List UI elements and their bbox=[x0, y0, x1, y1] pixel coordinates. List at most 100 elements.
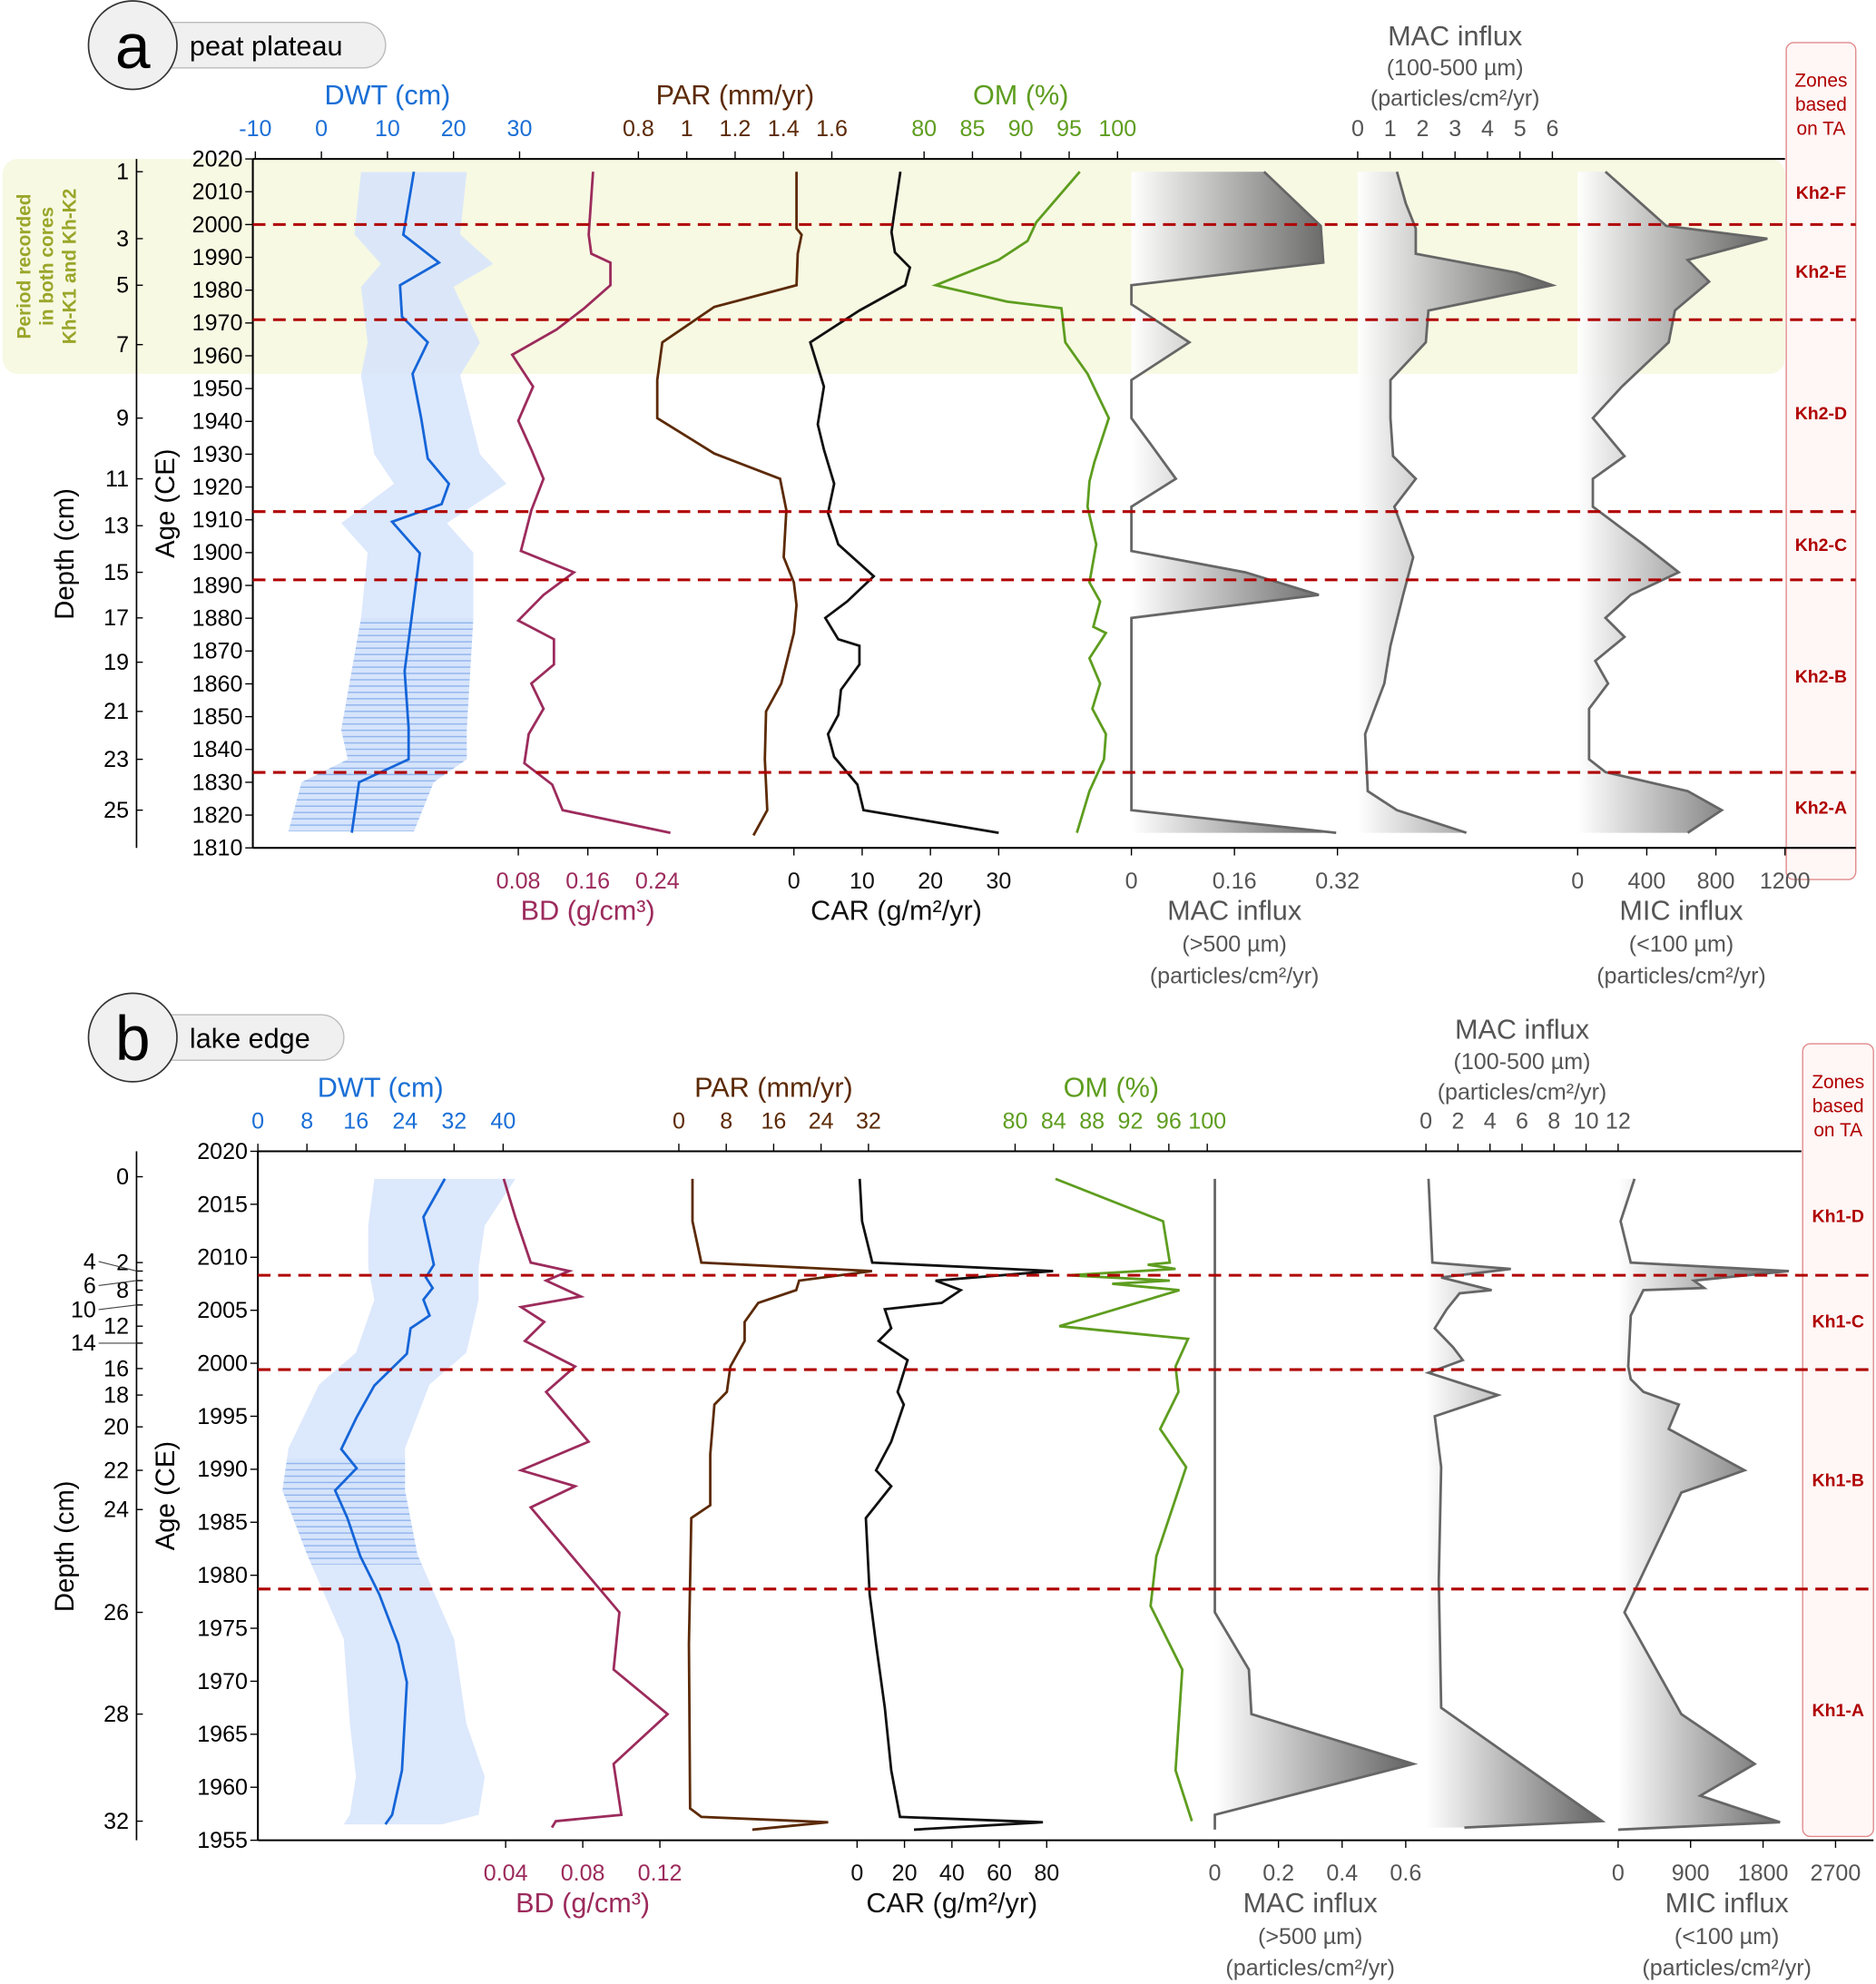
par-axis-title: PAR (mm/yr) bbox=[694, 1073, 853, 1104]
mac500-tick-label: 0.32 bbox=[1315, 869, 1360, 894]
depth-tick-label: 32 bbox=[103, 1809, 129, 1834]
mac100-line bbox=[1363, 171, 1557, 834]
mac100-axis-title: MAC influx bbox=[1455, 1015, 1589, 1046]
zones-box bbox=[1785, 42, 1857, 880]
dwt-tick-label: 0 bbox=[251, 1108, 264, 1134]
depth-tick-label: 20 bbox=[103, 1414, 129, 1439]
zone-label: Kh2-A bbox=[1795, 799, 1847, 819]
bd-tick-label: 0.16 bbox=[565, 869, 610, 894]
par-tick-label: 32 bbox=[856, 1108, 881, 1134]
panel-letter: b bbox=[115, 1003, 151, 1074]
om-tick-label: 85 bbox=[960, 116, 986, 142]
dwt-tick-label: 8 bbox=[300, 1108, 313, 1134]
om-line bbox=[1055, 1177, 1193, 1822]
depth-tick-label: 25 bbox=[103, 798, 129, 823]
zone-label: Kh2-C bbox=[1795, 535, 1847, 555]
par-tick-label: 1 bbox=[681, 116, 693, 142]
age-tick-label: 1955 bbox=[197, 1828, 248, 1853]
bd-tick-label: 0.12 bbox=[638, 1861, 683, 1886]
mac100-tick-label: 6 bbox=[1546, 116, 1558, 142]
par-tick-label: 1.4 bbox=[768, 116, 800, 142]
depth-tick-label: 8 bbox=[116, 1278, 129, 1303]
depth-tick-label: 9 bbox=[116, 406, 129, 431]
highlight-period-band bbox=[2, 159, 1785, 374]
mic-axis-title: (<100 µm) bbox=[1675, 1924, 1779, 1950]
car-tick-label: 60 bbox=[987, 1861, 1012, 1886]
depth-tick-label: 5 bbox=[116, 273, 129, 299]
bd-tick-label: 0.08 bbox=[496, 869, 541, 894]
om-tick-label: 90 bbox=[1008, 116, 1034, 142]
car-tick-label: 20 bbox=[892, 1861, 918, 1886]
depth-tick-label: 4 bbox=[83, 1249, 96, 1274]
age-tick-label: 1870 bbox=[192, 639, 243, 664]
panel-letter-circle bbox=[87, 0, 178, 91]
age-tick-label: 1990 bbox=[192, 245, 243, 270]
dwt-tick-label: -10 bbox=[239, 116, 271, 142]
par-tick-label: 1.6 bbox=[816, 116, 848, 142]
mac100-tick-label: 8 bbox=[1547, 1108, 1560, 1134]
depth-axis-title: Depth (cm) bbox=[51, 1480, 80, 1612]
age-axis-title: Age (CE) bbox=[152, 449, 181, 558]
depth-tick-label: 26 bbox=[103, 1600, 129, 1626]
mic-axis-title: MIC influx bbox=[1665, 1888, 1789, 1919]
mac500-area bbox=[1214, 1178, 1414, 1830]
mic-tick-label: 0 bbox=[1612, 1861, 1625, 1886]
bd-line bbox=[510, 172, 671, 834]
depth-tick-label: 16 bbox=[103, 1356, 129, 1381]
highlight-label: Kh-K1 and Kh-K2 bbox=[60, 189, 81, 345]
dwt-tick-label: 30 bbox=[507, 116, 533, 142]
depth-tick-label: 12 bbox=[103, 1314, 129, 1340]
age-tick-label: 2020 bbox=[192, 146, 243, 172]
zones-header: based bbox=[1795, 94, 1847, 115]
car-axis-title: CAR (g/m²/yr) bbox=[810, 896, 982, 927]
mac100-tick-label: 2 bbox=[1416, 116, 1429, 142]
dwt-tick-label: 16 bbox=[343, 1108, 368, 1134]
zone-label: Kh2-B bbox=[1795, 667, 1847, 687]
mac500-tick-label: 0.4 bbox=[1326, 1861, 1358, 1886]
age-tick-label: 1940 bbox=[192, 409, 243, 435]
bd-axis-title: BD (g/cm³) bbox=[516, 1888, 650, 1919]
dwt-hatched-region bbox=[288, 618, 506, 832]
mic-tick-label: 400 bbox=[1628, 869, 1666, 894]
mac500-axis-title: MAC influx bbox=[1167, 896, 1301, 927]
mic-area bbox=[1577, 172, 1768, 833]
mic-tick-label: 900 bbox=[1672, 1861, 1710, 1886]
mic-tick-label: 1200 bbox=[1760, 869, 1811, 894]
panel-title: lake edge bbox=[190, 1023, 310, 1054]
mac500-axis-title: (particles/cm²/yr) bbox=[1150, 963, 1320, 988]
age-tick-label: 2020 bbox=[197, 1139, 248, 1164]
zone-label: Kh1-A bbox=[1812, 1701, 1864, 1721]
bd-axis-title: BD (g/cm³) bbox=[521, 896, 655, 927]
mic-tick-label: 0 bbox=[1571, 869, 1584, 894]
mac100-axis-title: (100-500 µm) bbox=[1387, 55, 1524, 81]
depth-tick-leader bbox=[98, 1261, 137, 1272]
panel-letter-circle bbox=[87, 992, 178, 1083]
mic-tick-label: 1800 bbox=[1738, 1861, 1789, 1886]
om-tick-label: 96 bbox=[1156, 1108, 1182, 1134]
dwt-line bbox=[350, 171, 451, 833]
age-tick-label: 1920 bbox=[192, 475, 243, 500]
panel-a-peat-plateau: Period recorded in both cores Kh-K1 and Kh… bbox=[2, 0, 1857, 988]
zones-header: on TA bbox=[1797, 119, 1846, 140]
car-tick-label: 80 bbox=[1034, 1861, 1059, 1886]
om-tick-label: 80 bbox=[1003, 1108, 1028, 1134]
bd-tick-label: 0.24 bbox=[635, 869, 680, 894]
dwt-axis-title: DWT (cm) bbox=[324, 80, 450, 111]
age-tick-label: 2005 bbox=[197, 1298, 248, 1323]
age-tick-label: 1810 bbox=[192, 836, 243, 861]
age-tick-label: 2000 bbox=[192, 212, 243, 238]
depth-tick-label: 6 bbox=[83, 1273, 96, 1299]
zone-label: Kh1-C bbox=[1812, 1311, 1864, 1331]
age-tick-label: 2010 bbox=[192, 180, 243, 205]
age-tick-label: 1850 bbox=[192, 704, 243, 730]
highlight-label: Period recorded bbox=[14, 193, 34, 339]
om-tick-label: 95 bbox=[1056, 116, 1082, 142]
depth-tick-label: 19 bbox=[103, 650, 129, 675]
age-tick-label: 1980 bbox=[197, 1563, 248, 1588]
age-tick-label: 1980 bbox=[192, 278, 243, 303]
dwt-tick-label: 10 bbox=[375, 116, 400, 142]
mac100-tick-label: 6 bbox=[1516, 1108, 1528, 1134]
mac100-tick-label: 1 bbox=[1384, 116, 1397, 142]
depth-tick-label: 11 bbox=[105, 467, 129, 492]
